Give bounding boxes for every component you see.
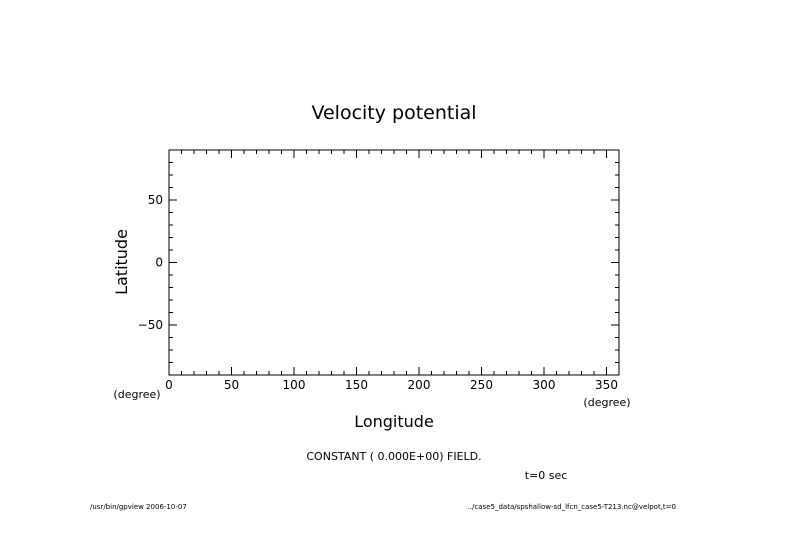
x-tick-label: 350 [595, 378, 618, 392]
footer-left: /usr/bin/gpview 2006-10-07 [90, 503, 187, 511]
plot-frame [168, 149, 620, 376]
x-axis-label: Longitude [354, 412, 434, 431]
x-tick-label: 250 [470, 378, 493, 392]
y-axis-label: Latitude [112, 229, 131, 295]
x-axis-unit: (degree) [583, 396, 630, 409]
y-tick-label: 0 [155, 256, 163, 270]
time-label: t=0 sec [525, 469, 568, 482]
chart-title: Velocity potential [311, 102, 476, 124]
y-tick-label: 50 [148, 193, 163, 207]
y-axis-unit: (degree) [113, 388, 160, 401]
x-tick-label: 150 [345, 378, 368, 392]
axis-ticks [168, 149, 620, 376]
x-tick-label: 200 [408, 378, 431, 392]
footer-right: ../case5_data/spshallow-sd_lfcn_case5-T2… [468, 503, 676, 511]
x-tick-label: 0 [165, 378, 173, 392]
field-message: CONSTANT ( 0.000E+00) FIELD. [306, 450, 481, 463]
x-tick-label: 50 [224, 378, 239, 392]
x-tick-label: 300 [533, 378, 556, 392]
x-tick-label: 100 [283, 378, 306, 392]
plot-area-border [168, 149, 620, 376]
y-tick-labels: 50 0 −50 [138, 193, 163, 332]
x-tick-labels: 0 50 100 150 200 250 300 350 [165, 378, 618, 392]
y-tick-label: −50 [138, 318, 163, 332]
